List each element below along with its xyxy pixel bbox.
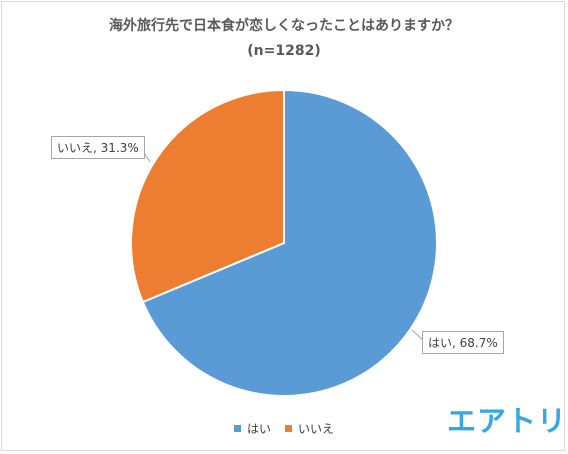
legend-swatch-iie xyxy=(285,425,292,432)
airtrip-logo: エアトリ xyxy=(447,404,568,438)
legend-item-hai: はい xyxy=(233,420,271,437)
leader-line-iie xyxy=(144,153,151,163)
legend-label-hai: はい xyxy=(246,422,271,436)
chart-title: 海外旅行先で日本食が恋しくなったことはありますか？ xyxy=(109,18,459,34)
legend: はい いいえ xyxy=(0,420,568,437)
legend-item-iie: いいえ xyxy=(285,420,334,437)
data-label-hai: はい, 68.7% xyxy=(422,331,504,354)
chart-subtitle: (n=1282) xyxy=(247,43,321,59)
pie-slice-iie xyxy=(130,88,285,304)
legend-label-iie: いいえ xyxy=(298,422,335,436)
legend-swatch-hai xyxy=(233,425,241,432)
pie-slice-hai xyxy=(141,88,438,397)
data-label-iie: いいえ, 31.3% xyxy=(51,136,145,159)
